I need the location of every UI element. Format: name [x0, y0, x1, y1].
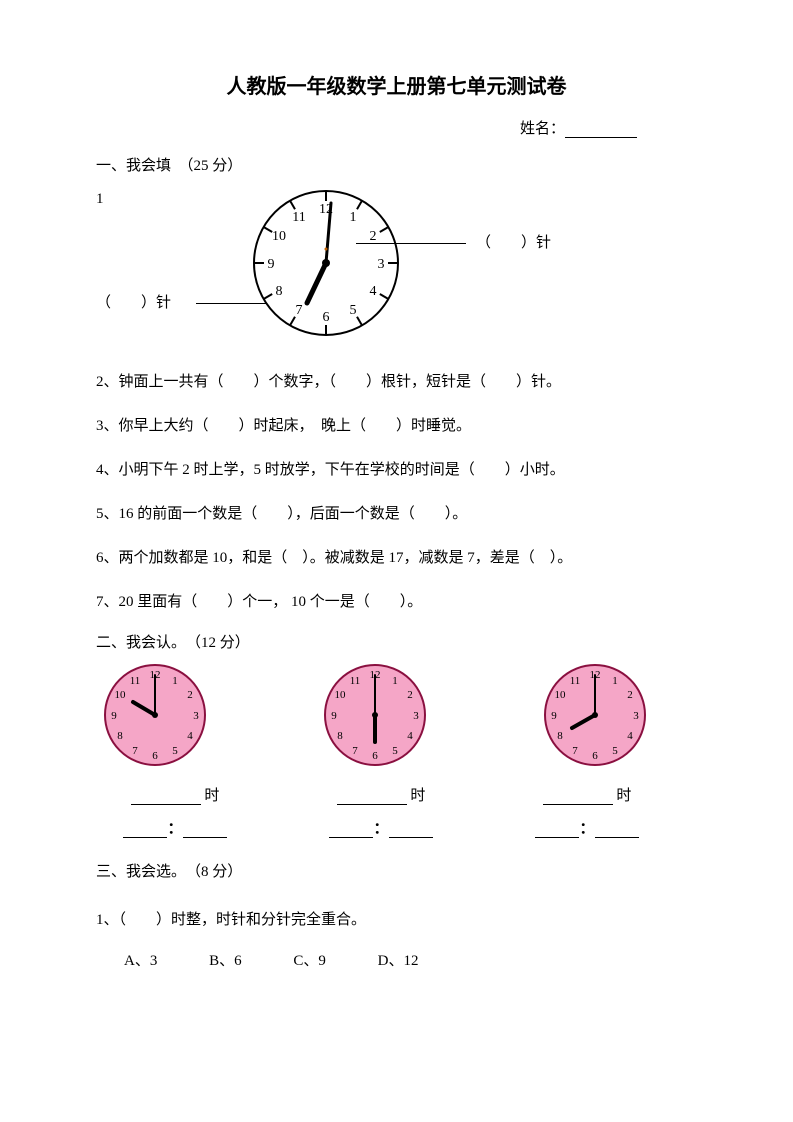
- svg-text:5: 5: [350, 303, 357, 318]
- hh-blank-1[interactable]: [123, 823, 167, 838]
- svg-text:5: 5: [392, 745, 398, 757]
- clock-1: 1212 345 678 91011: [100, 660, 250, 770]
- choices-3-1: A、3 B、6 C、9 D、12: [96, 949, 697, 970]
- svg-text:2: 2: [407, 689, 413, 701]
- question-6: 6、两个加数都是 10，和是（ ）。被减数是 17，减数是 7，差是（ ）。: [96, 543, 697, 573]
- choice-b[interactable]: B、6: [209, 949, 242, 970]
- time-suffix-2: 时: [410, 788, 425, 804]
- svg-text:2: 2: [627, 689, 633, 701]
- section-1-head: 一、我会填 （25 分）: [96, 154, 697, 175]
- blank-right-hand[interactable]: （ ）针: [476, 231, 551, 252]
- q1-number: 1: [96, 191, 104, 208]
- svg-text:6: 6: [372, 750, 378, 762]
- time-blank-row: 时 时 时: [96, 784, 697, 805]
- svg-text:4: 4: [370, 284, 377, 299]
- svg-text:9: 9: [111, 710, 117, 722]
- svg-text:8: 8: [117, 730, 123, 742]
- svg-text:2: 2: [370, 229, 377, 244]
- svg-text:6: 6: [152, 750, 158, 762]
- time-blank-1[interactable]: [131, 790, 201, 805]
- svg-text:3: 3: [378, 257, 385, 272]
- svg-text:7: 7: [132, 745, 138, 757]
- section-3-head: 三、我会选。 （8 分）: [96, 860, 697, 881]
- svg-text:11: 11: [350, 675, 361, 687]
- svg-text:7: 7: [296, 303, 303, 318]
- choice-c[interactable]: C、9: [293, 949, 326, 970]
- svg-text:8: 8: [557, 730, 563, 742]
- hh-blank-2[interactable]: [329, 823, 373, 838]
- svg-text:5: 5: [172, 745, 178, 757]
- svg-text:4: 4: [627, 730, 633, 742]
- svg-text:3: 3: [633, 710, 639, 722]
- colon-2: ：: [373, 821, 388, 837]
- svg-text:6: 6: [323, 310, 330, 325]
- svg-text:7: 7: [572, 745, 578, 757]
- clock-diagram-q1: 1212 345 678 91011 ●: [246, 183, 406, 343]
- pointer-line-left: [196, 303, 266, 304]
- clocks-row: 1212 345 678 91011 1212 345 678 91011: [96, 660, 697, 770]
- svg-text:6: 6: [592, 750, 598, 762]
- choice-a[interactable]: A、3: [124, 949, 157, 970]
- svg-text:11: 11: [570, 675, 581, 687]
- svg-text:8: 8: [337, 730, 343, 742]
- blank-left-hand[interactable]: （ ）针: [96, 291, 171, 312]
- time-blank-2[interactable]: [337, 790, 407, 805]
- svg-text:11: 11: [130, 675, 141, 687]
- time-blank-3[interactable]: [543, 790, 613, 805]
- name-label: 姓名：: [520, 121, 565, 137]
- svg-text:4: 4: [407, 730, 413, 742]
- question-5: 5、16 的前面一个数是（ ），后面一个数是（ ）。: [96, 499, 697, 529]
- question-4: 4、小明下午 2 时上学，5 时放学，下午在学校的时间是（ ）小时。: [96, 455, 697, 485]
- hh-blank-3[interactable]: [535, 823, 579, 838]
- svg-text:8: 8: [276, 284, 283, 299]
- svg-text:9: 9: [551, 710, 557, 722]
- page-title: 人教版一年级数学上册第七单元测试卷: [96, 70, 697, 99]
- svg-text:9: 9: [331, 710, 337, 722]
- svg-text:10: 10: [555, 689, 567, 701]
- question-7: 7、20 里面有（ ）个一， 10 个一是（ ）。: [96, 587, 697, 617]
- question-2: 2、钟面上一共有（ ）个数字，（ ）根针，短针是（ ）针。: [96, 367, 697, 397]
- section-2-head: 二、我会认。 （12 分）: [96, 631, 697, 652]
- svg-text:10: 10: [335, 689, 347, 701]
- svg-text:10: 10: [272, 229, 286, 244]
- svg-text:●: ●: [324, 245, 328, 253]
- mm-blank-1[interactable]: [183, 823, 227, 838]
- name-field: 姓名：: [96, 117, 697, 138]
- name-blank[interactable]: [565, 123, 637, 138]
- svg-text:1: 1: [612, 675, 618, 687]
- svg-text:4: 4: [187, 730, 193, 742]
- svg-text:11: 11: [292, 210, 305, 225]
- clock-2: 1212 345 678 91011: [320, 660, 470, 770]
- svg-text:2: 2: [187, 689, 193, 701]
- question-1: 1 1212 345 678 91011: [96, 183, 697, 353]
- question-3-1: 1、（ ）时整，时针和分针完全重合。: [96, 905, 697, 935]
- svg-text:3: 3: [413, 710, 419, 722]
- clock-3: 1212 345 678 91011: [540, 660, 690, 770]
- question-3: 3、你早上大约（ ）时起床， 晚上（ ）时睡觉。: [96, 411, 697, 441]
- choice-d[interactable]: D、12: [378, 949, 419, 970]
- time-suffix-3: 时: [616, 788, 631, 804]
- svg-text:7: 7: [352, 745, 358, 757]
- colon-1: ：: [167, 821, 182, 837]
- svg-text:10: 10: [115, 689, 127, 701]
- digital-time-row: ： ： ：: [96, 817, 697, 838]
- svg-text:5: 5: [612, 745, 618, 757]
- pointer-line-right: [356, 243, 466, 244]
- time-suffix-1: 时: [204, 788, 219, 804]
- svg-text:1: 1: [350, 210, 357, 225]
- mm-blank-2[interactable]: [389, 823, 433, 838]
- svg-text:3: 3: [193, 710, 199, 722]
- mm-blank-3[interactable]: [595, 823, 639, 838]
- svg-text:1: 1: [172, 675, 178, 687]
- colon-3: ：: [579, 821, 594, 837]
- svg-text:9: 9: [268, 257, 275, 272]
- svg-text:1: 1: [392, 675, 398, 687]
